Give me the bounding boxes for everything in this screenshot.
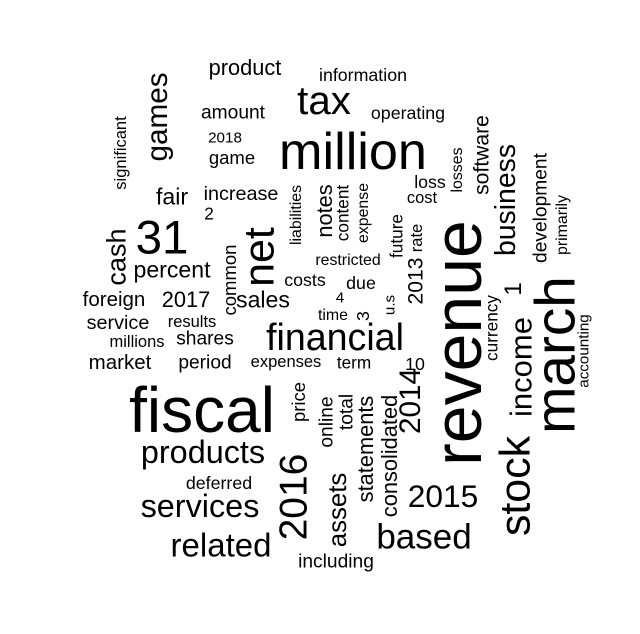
word-financial: financial bbox=[266, 316, 404, 359]
word-content: content bbox=[332, 184, 353, 242]
word-expense: expense bbox=[355, 182, 373, 244]
word-expenses: expenses bbox=[250, 352, 322, 371]
word-millions: millions bbox=[109, 332, 165, 351]
word-loss: loss bbox=[414, 172, 446, 193]
word-percent: percent bbox=[133, 256, 211, 283]
word-costs: costs bbox=[284, 270, 326, 291]
word-operating: operating bbox=[370, 103, 446, 124]
word-10: 10 bbox=[405, 354, 425, 375]
word-fiscal: fiscal bbox=[129, 374, 275, 446]
word-primarily: primarily bbox=[554, 194, 572, 256]
word-shares: shares bbox=[176, 328, 234, 350]
word-2016: 2016 bbox=[272, 453, 316, 541]
word-cost: cost bbox=[406, 188, 438, 207]
word-period: period bbox=[178, 352, 232, 374]
word-fair: fair bbox=[155, 183, 189, 210]
word-business: business bbox=[489, 143, 522, 257]
word-income: income bbox=[503, 317, 539, 417]
word-consolidated: consolidated bbox=[377, 394, 403, 518]
word-future: future bbox=[386, 214, 407, 258]
word-software: software bbox=[470, 115, 494, 195]
word-stock: stock bbox=[491, 435, 540, 537]
word-net: net bbox=[235, 227, 284, 287]
word-amount: amount bbox=[201, 102, 265, 124]
word-2: 2 bbox=[204, 203, 214, 224]
word-services: services bbox=[140, 487, 260, 524]
word-cash: cash bbox=[100, 228, 132, 286]
word-total: total bbox=[336, 393, 358, 431]
word-game: game bbox=[208, 146, 256, 168]
word-development: development bbox=[530, 153, 552, 263]
word-market: market bbox=[88, 350, 152, 374]
word-1: 1 bbox=[499, 282, 527, 296]
word-product: product bbox=[208, 55, 282, 81]
word-service: service bbox=[86, 312, 150, 335]
word-statements: statements bbox=[353, 395, 379, 503]
word-price: price bbox=[287, 381, 309, 423]
word-assets: assets bbox=[324, 472, 353, 548]
word-common: common bbox=[218, 244, 240, 316]
word-accounting: accounting bbox=[575, 314, 593, 388]
word-term: term bbox=[336, 352, 372, 373]
word-losses: losses bbox=[449, 147, 467, 193]
word-sales: sales bbox=[236, 286, 290, 313]
word-including: including bbox=[298, 551, 374, 573]
word-foreign: foreign bbox=[82, 287, 146, 311]
word-games: games bbox=[141, 72, 175, 162]
word-rate: rate bbox=[407, 223, 426, 253]
word-due: due bbox=[346, 273, 376, 294]
word-2015: 2015 bbox=[407, 478, 479, 515]
word-results: results bbox=[167, 312, 217, 331]
word-increase: increase bbox=[203, 183, 279, 206]
word-31: 31 bbox=[135, 211, 189, 265]
word-restricted: restricted bbox=[315, 252, 381, 270]
word-products: products bbox=[140, 433, 266, 470]
word-2018: 2018 bbox=[208, 129, 242, 147]
word-online: online bbox=[316, 396, 338, 448]
word-2013: 2013 bbox=[404, 257, 428, 305]
word-2017: 2017 bbox=[161, 287, 211, 313]
word-deferred: deferred bbox=[185, 473, 253, 494]
word-significant: significant bbox=[111, 116, 130, 190]
word-currency: currency bbox=[481, 295, 502, 361]
word-3: 3 bbox=[353, 311, 374, 321]
word-information: information bbox=[319, 65, 407, 86]
word-liabilities: liabilities bbox=[288, 184, 306, 246]
word-time: time bbox=[317, 307, 349, 325]
word-million: million bbox=[279, 122, 427, 181]
word-based: based bbox=[376, 517, 472, 557]
word-tax: tax bbox=[297, 77, 351, 123]
word-related: related bbox=[170, 526, 272, 564]
word-u-s: u.s bbox=[381, 294, 399, 316]
word-4: 4 bbox=[335, 289, 345, 307]
